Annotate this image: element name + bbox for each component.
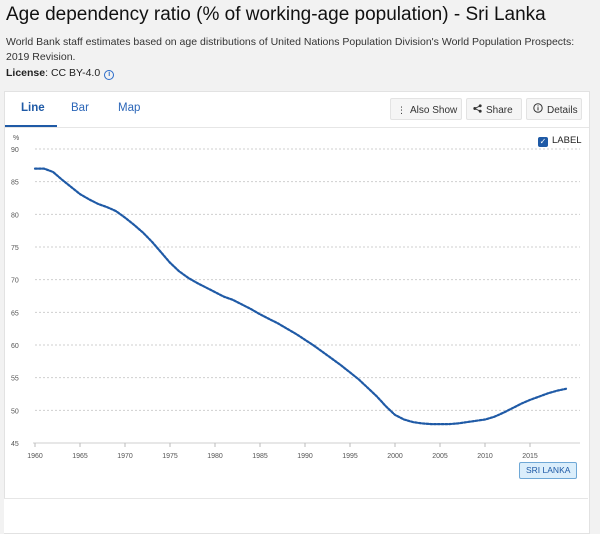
- bottom-strip: [4, 498, 588, 533]
- label-toggle-text: LABEL: [552, 135, 582, 146]
- chart-panel: Line Bar Map ⋮ Also Show Share Details 45…: [4, 91, 590, 534]
- active-tab-indicator: [5, 125, 57, 127]
- series-label-badge: SRI LANKA: [519, 462, 578, 479]
- y-tick-label: 60: [11, 343, 19, 350]
- x-tick-label: 1975: [162, 453, 178, 460]
- series-line-0: [33, 167, 568, 426]
- also-show-label: Also Show: [410, 105, 458, 116]
- x-tick-label: 1960: [27, 453, 43, 460]
- y-tick-label: 70: [11, 278, 19, 285]
- y-tick-label: 90: [11, 147, 19, 154]
- share-icon: [473, 99, 482, 121]
- x-tick-label: 2000: [387, 453, 403, 460]
- page-subtitle: World Bank staff estimates based on age …: [6, 36, 575, 63]
- info-circle-icon: [533, 99, 543, 121]
- y-axis-unit-label: %: [13, 135, 19, 142]
- y-tick-label: 80: [11, 212, 19, 219]
- x-tick-label: 1980: [207, 453, 223, 460]
- also-show-button[interactable]: ⋮ Also Show: [390, 98, 462, 120]
- page-title: Age dependency ratio (% of working-age p…: [6, 4, 546, 25]
- x-tick-label: 2010: [477, 453, 493, 460]
- y-tick-label: 50: [11, 408, 19, 415]
- y-tick-label: 65: [11, 310, 19, 317]
- license-value: : CC BY-4.0: [45, 67, 101, 79]
- x-tick-label: 2005: [432, 453, 448, 460]
- y-tick-label: 55: [11, 376, 19, 383]
- details-label: Details: [547, 105, 578, 116]
- x-tick-label: 1965: [72, 453, 88, 460]
- info-icon[interactable]: i: [104, 70, 115, 80]
- x-tick-label: 1990: [297, 453, 313, 460]
- license-label: License: [6, 67, 46, 79]
- y-tick-label: 45: [11, 441, 19, 448]
- checkbox-checked-icon[interactable]: ✓: [538, 137, 548, 147]
- y-tick-label: 75: [11, 245, 19, 252]
- license-line: License: CC BY-4.0 i: [6, 67, 115, 80]
- more-vertical-icon: ⋮: [397, 105, 406, 115]
- label-toggle[interactable]: ✓ LABEL: [538, 135, 582, 147]
- tab-map[interactable]: Map: [118, 102, 141, 114]
- y-tick-label: 85: [11, 180, 19, 187]
- x-tick-label: 1985: [252, 453, 268, 460]
- share-label: Share: [486, 105, 513, 116]
- tab-line[interactable]: Line: [21, 102, 45, 114]
- line-chart: 45 50 55 60 65 70 75 80 85 90% 1960 1965 1970 1975 198…: [11, 135, 580, 460]
- view-tabs: Line Bar Map ⋮ Also Show Share Details: [5, 92, 589, 128]
- x-tick-label: 2015: [522, 453, 538, 460]
- details-button[interactable]: Details: [526, 98, 582, 120]
- share-button[interactable]: Share: [466, 98, 522, 120]
- tab-bar[interactable]: Bar: [71, 102, 89, 114]
- x-tick-label: 1995: [342, 453, 358, 460]
- x-tick-label: 1970: [117, 453, 133, 460]
